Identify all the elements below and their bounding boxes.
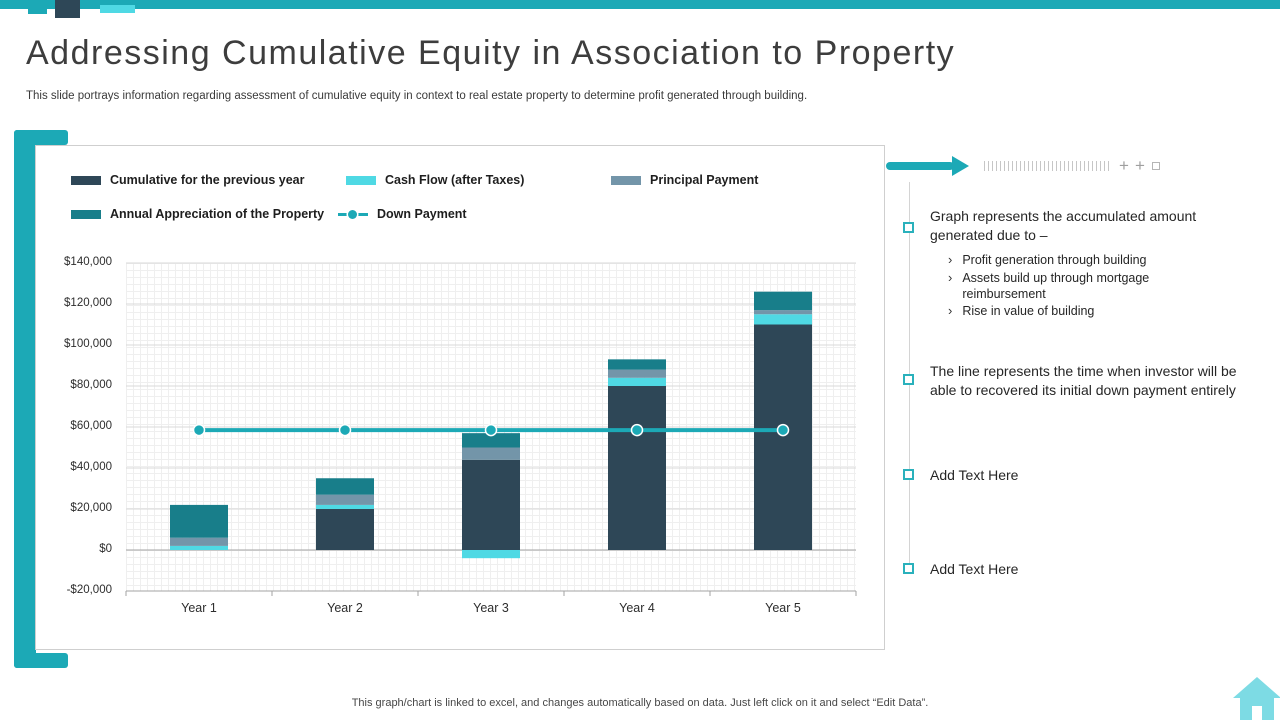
bar-segment	[170, 545, 228, 550]
x-axis-label: Year 2	[327, 601, 363, 615]
chart-legend: Cumulative for the previous year Cash Flo…	[36, 146, 886, 246]
bar-segment	[170, 504, 228, 538]
chevron-bullet-icon: ›	[948, 303, 953, 319]
legend-label: Down Payment	[377, 207, 467, 221]
line-marker	[484, 423, 498, 437]
y-axis-label: $0	[99, 543, 112, 555]
y-axis-label: -$20,000	[66, 584, 112, 596]
legend-swatch	[611, 175, 641, 185]
chart-container[interactable]: Cumulative for the previous year Cash Flo…	[35, 145, 885, 650]
down-payment-line-swatch	[338, 209, 368, 219]
legend-swatch	[346, 175, 376, 185]
y-axis-label: $60,000	[70, 420, 112, 432]
teal-arrow	[886, 162, 954, 170]
add-text-placeholder[interactable]: Add Text Here	[930, 561, 1019, 577]
bullet-item: › Rise in value of building	[948, 303, 1252, 320]
line-marker	[192, 423, 206, 437]
page-title: Addressing Cumulative Equity in Associat…	[26, 34, 956, 72]
legend-swatch	[71, 175, 101, 185]
bar-segment	[462, 433, 520, 448]
panel-item-line-note: The line represents the time when invest…	[903, 362, 1252, 401]
x-axis-label: Year 1	[181, 601, 217, 615]
y-axis-label: $120,000	[64, 297, 112, 309]
accent-square-cyan	[100, 5, 135, 13]
panel-item-placeholder-1: Add Text Here	[903, 466, 1252, 485]
panel-item-graph-note: Graph represents the accumulated amount …	[903, 207, 1252, 320]
bar-segment	[316, 494, 374, 505]
bar-segment	[316, 509, 374, 550]
legend-label: Annual Appreciation of the Property	[110, 207, 325, 221]
bullet-item: › Assets build up through mortgage reimb…	[948, 270, 1252, 303]
x-axis-label: Year 4	[619, 601, 655, 615]
bar-segment	[754, 291, 812, 311]
bar-segment	[754, 310, 812, 315]
bar-segment	[608, 377, 666, 386]
home-icon	[1232, 676, 1280, 720]
chart-canvas[interactable]	[125, 262, 857, 596]
bar-segment	[316, 478, 374, 495]
bar-segment	[316, 504, 374, 509]
plus-icon: +	[1135, 156, 1145, 175]
panel-item-placeholder-2: Add Text Here	[903, 560, 1252, 579]
bar-segment	[608, 359, 666, 370]
bar-segment	[462, 447, 520, 460]
left-accent-bracket-top	[14, 130, 68, 145]
left-accent-bracket	[14, 130, 36, 668]
left-accent-bracket-bottom	[14, 653, 68, 668]
bar-segment	[608, 386, 666, 550]
y-axis-label: $100,000	[64, 338, 112, 350]
legend-item: Down Payment	[338, 207, 467, 221]
bar-segment	[608, 369, 666, 378]
y-axis-label: $140,000	[64, 256, 112, 268]
legend-item: Principal Payment	[611, 173, 758, 187]
checkbox-icon	[903, 222, 914, 233]
bar-segment	[754, 324, 812, 550]
checkbox-icon	[903, 563, 914, 574]
legend-item: Cash Flow (after Taxes)	[346, 173, 524, 187]
teal-arrow-head-icon	[952, 156, 969, 176]
bar-segment	[170, 537, 228, 546]
add-text-placeholder[interactable]: Add Text Here	[930, 467, 1019, 483]
chevron-bullet-icon: ›	[948, 251, 953, 267]
chevron-bullet-icon: ›	[948, 269, 953, 285]
panel-text: The line represents the time when invest…	[930, 363, 1237, 399]
bar-segment	[462, 459, 520, 550]
top-accent-bar	[0, 0, 1280, 9]
line-marker	[338, 423, 352, 437]
bar-segment	[754, 314, 812, 325]
checkbox-icon	[903, 374, 914, 385]
y-axis-label: $40,000	[70, 461, 112, 473]
bullet-item: › Profit generation through building	[948, 252, 1252, 269]
x-axis-label: Year 5	[765, 601, 801, 615]
bullet-text: Rise in value of building	[962, 304, 1095, 319]
legend-label: Cumulative for the previous year	[110, 173, 305, 187]
x-axis: Year 1 Year 2 Year 3 Year 4 Year 5	[126, 601, 856, 621]
bullet-text: Assets build up through mortgage reimbur…	[962, 270, 1150, 301]
y-axis-label: $20,000	[70, 502, 112, 514]
chart-plot-area[interactable]	[125, 262, 857, 596]
y-axis-label: $80,000	[70, 379, 112, 391]
panel-bullet-list: › Profit generation through building › A…	[948, 252, 1252, 320]
legend-swatch	[71, 209, 101, 219]
plus-icon: +	[1119, 156, 1129, 175]
line-marker	[630, 423, 644, 437]
bar-segment	[462, 550, 520, 559]
line-marker	[776, 423, 790, 437]
checkbox-icon	[903, 469, 914, 480]
legend-label: Principal Payment	[650, 173, 759, 187]
hatch-decoration	[984, 161, 1112, 171]
accent-square-teal	[28, 0, 47, 14]
footer-note: This graph/chart is linked to excel, and…	[351, 697, 929, 709]
legend-item: Cumulative for the previous year	[71, 173, 305, 187]
subtitle: This slide portrays information regardin…	[26, 90, 808, 102]
legend-label: Cash Flow (after Taxes)	[385, 173, 525, 187]
small-square-icon	[1152, 162, 1160, 170]
panel-text: Graph represents the accumulated amount …	[930, 208, 1197, 244]
legend-item: Annual Appreciation of the Property	[71, 207, 324, 221]
y-axis: $140,000 $120,000 $100,000 $80,000 $60,000 $4…	[36, 256, 116, 596]
bullet-text: Profit generation through building	[962, 252, 1147, 267]
x-axis-label: Year 3	[473, 601, 509, 615]
accent-square-navy	[55, 0, 80, 18]
